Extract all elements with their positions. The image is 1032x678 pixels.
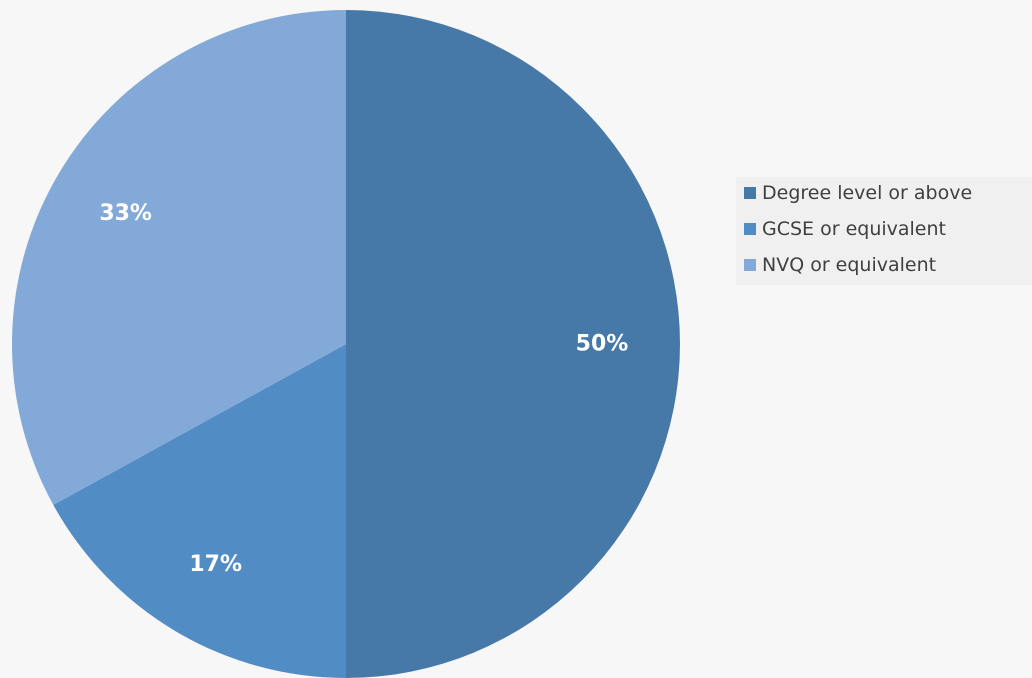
pie-slice	[12, 10, 346, 505]
legend-swatch	[744, 223, 756, 235]
pie-slice	[346, 10, 680, 678]
slice-data-label: 17%	[189, 552, 242, 577]
legend-item: NVQ or equivalent	[744, 253, 936, 277]
pie-slice	[53, 344, 346, 678]
legend-item: GCSE or equivalent	[744, 217, 946, 241]
legend-label: NVQ or equivalent	[762, 254, 937, 276]
legend-item: Degree level or above	[744, 181, 972, 205]
slice-data-label: 33%	[99, 201, 152, 226]
legend-label: GCSE or equivalent	[762, 218, 946, 240]
legend-label: Degree level or above	[762, 182, 973, 204]
legend-swatch	[744, 187, 756, 199]
slice-data-label: 50%	[576, 332, 629, 357]
legend: Degree level or above GCSE or equivalent…	[736, 177, 1032, 285]
legend-swatch	[744, 259, 756, 271]
